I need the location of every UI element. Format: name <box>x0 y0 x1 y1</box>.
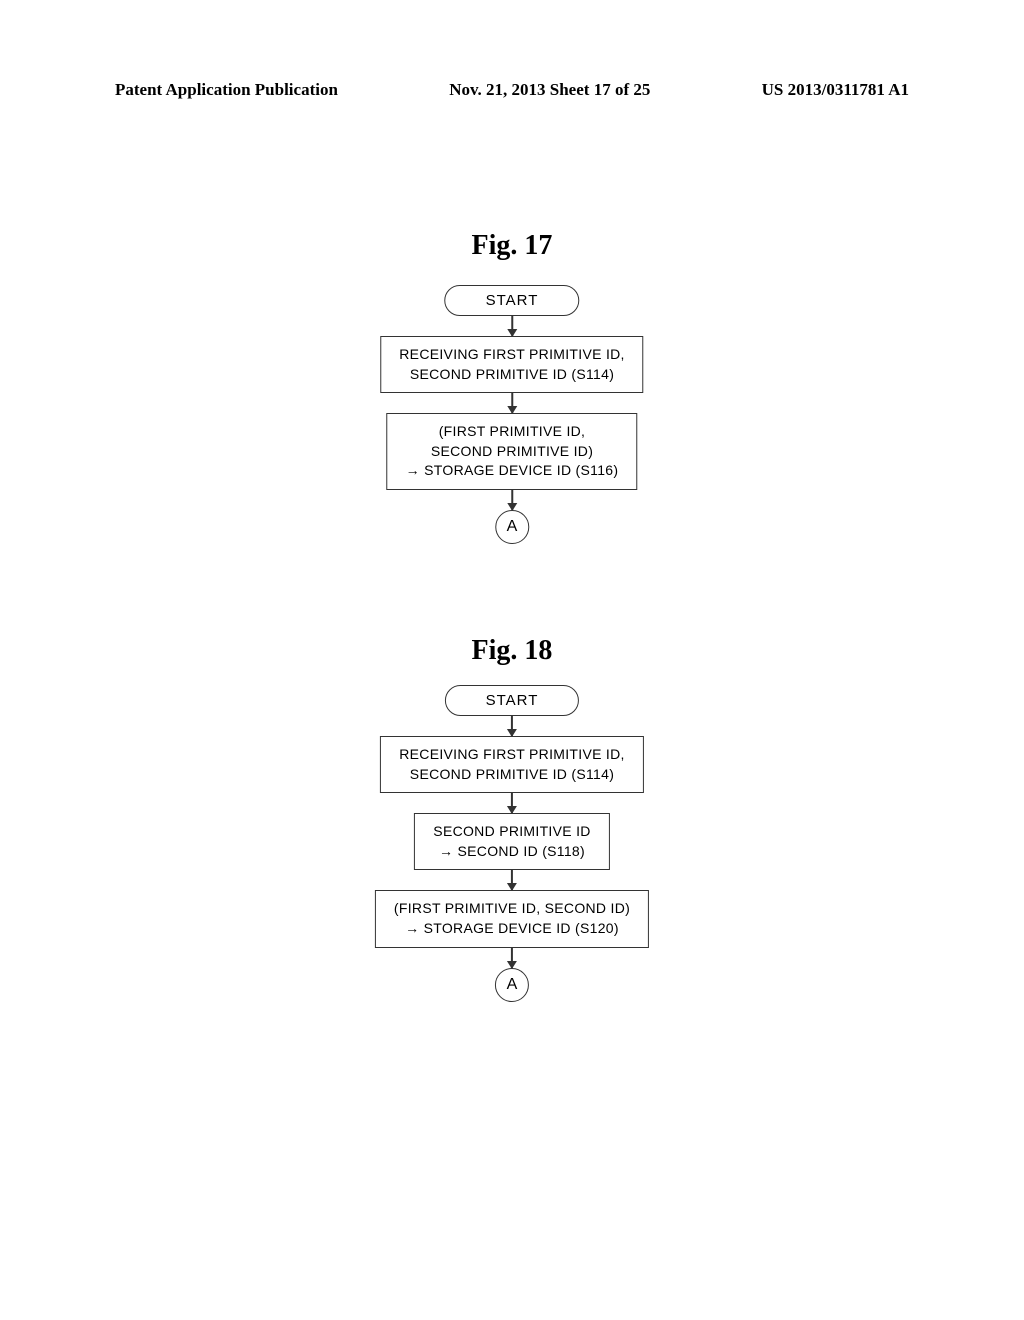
fig17-step1-line1: RECEIVING FIRST PRIMITIVE ID, <box>399 346 624 362</box>
fig18-step3: (FIRST PRIMITIVE ID, SECOND ID) → STORAG… <box>375 890 649 947</box>
fig18-connector: A <box>495 968 529 1002</box>
fig17-step2: (FIRST PRIMITIVE ID, SECOND PRIMITIVE ID… <box>387 413 638 490</box>
fig17-start-terminator: START <box>445 285 580 316</box>
flowchart-fig18: START RECEIVING FIRST PRIMITIVE ID, SECO… <box>375 685 649 1002</box>
header-left: Patent Application Publication <box>115 80 338 100</box>
fig18-step3-line2: → STORAGE DEVICE ID (S120) <box>405 920 619 936</box>
fig18-step2-line2: → SECOND ID (S118) <box>439 843 585 859</box>
fig17-step2-line2: SECOND PRIMITIVE ID) <box>431 443 593 459</box>
arrow <box>511 393 513 413</box>
fig18-step2-line1: SECOND PRIMITIVE ID <box>433 823 590 839</box>
fig18-step2: SECOND PRIMITIVE ID → SECOND ID (S118) <box>414 813 609 870</box>
fig17-step2-line1: (FIRST PRIMITIVE ID, <box>439 423 586 439</box>
arrow <box>511 870 513 890</box>
fig18-title: Fig. 18 <box>0 635 1024 667</box>
fig17-step2-line3: → STORAGE DEVICE ID (S116) <box>406 462 619 478</box>
fig18-step1: RECEIVING FIRST PRIMITIVE ID, SECOND PRI… <box>380 736 643 793</box>
header-center: Nov. 21, 2013 Sheet 17 of 25 <box>449 80 650 100</box>
fig18-step1-line2: SECOND PRIMITIVE ID (S114) <box>410 766 614 782</box>
fig18-step1-line1: RECEIVING FIRST PRIMITIVE ID, <box>399 746 624 762</box>
header-right: US 2013/0311781 A1 <box>762 80 909 100</box>
fig17-title: Fig. 17 <box>0 230 1024 262</box>
fig17-connector: A <box>495 510 529 544</box>
fig17-step1-line2: SECOND PRIMITIVE ID (S114) <box>410 366 614 382</box>
arrow <box>511 490 513 510</box>
arrow <box>511 948 513 968</box>
arrow <box>511 316 513 336</box>
page-header: Patent Application Publication Nov. 21, … <box>0 80 1024 100</box>
fig18-start-terminator: START <box>445 685 580 716</box>
arrow <box>511 716 513 736</box>
flowchart-fig17: START RECEIVING FIRST PRIMITIVE ID, SECO… <box>380 285 643 544</box>
fig18-step3-line1: (FIRST PRIMITIVE ID, SECOND ID) <box>394 900 630 916</box>
fig17-step1: RECEIVING FIRST PRIMITIVE ID, SECOND PRI… <box>380 336 643 393</box>
arrow <box>511 793 513 813</box>
